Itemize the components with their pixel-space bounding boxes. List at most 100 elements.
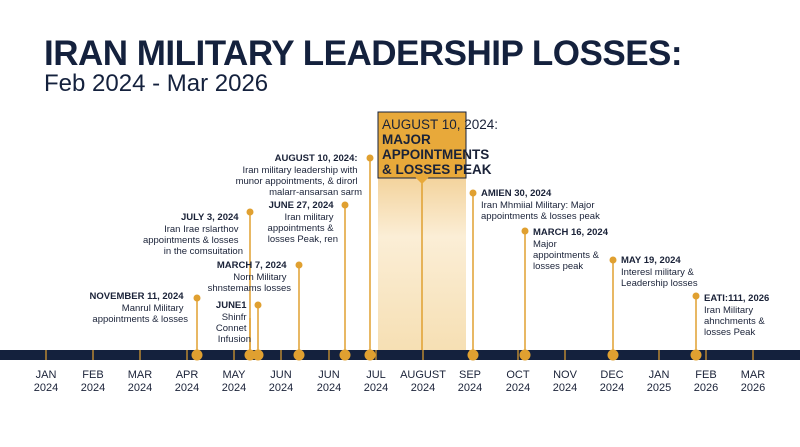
axis-month-label: FEB [695,369,716,381]
svg-text:JUNE1 Shinfr Conne: JUNE1 Shinfr Connet Infusion [216,295,251,345]
peak-callout-box [377,111,467,179]
axis-year-label: 2024 [34,382,58,394]
event-text: losses peak [533,261,583,272]
event-text: Norn Military [233,272,287,283]
event-date: JUNE1 [216,300,247,311]
event-text: Infusion [218,334,251,345]
axis-month-label: OCT [506,369,530,381]
event-text: Iran military [284,212,333,223]
axis-event-dot [191,349,203,361]
axis-month-label: FEB [82,369,103,381]
axis-month-label: MAY [222,369,246,381]
axis-year-label: 2025 [647,382,671,394]
event-text: Interesl military & [621,267,695,278]
axis-event-dot [339,349,351,361]
axis-year-label: 2024 [553,382,577,394]
event-text: Iran Irae rslarthov [164,224,239,235]
axis-month-label: MAR [128,369,153,381]
svg-text:EATI:111, 2026 Iran Mili: EATI:111, 2026 Iran Military ahnchments … [704,288,774,338]
axis-month-label: JAN [36,369,57,381]
event-text: Iran Mhmiial Military: Major [481,200,595,211]
axis-year-label: 2024 [364,382,388,394]
event-date: EATI:111, 2026 [704,293,769,304]
event-text: Major [533,239,557,250]
event-text: in the comsuitation [164,246,243,257]
axis-month-label: NOV [553,369,578,381]
axis-year-label: 2024 [175,382,199,394]
svg-text:AUGUST 10, 2024: Iran mi: AUGUST 10, 2024: Iran military leadershi… [236,148,363,198]
peak-callout-pointer [414,176,430,184]
event-marker: MARCH 16, 2024 Major appointments & loss… [521,227,609,352]
event-text: munor appointments, & dirorl [236,176,358,187]
peak-callout-text: AUGUST 10, 2024: MAJOR APPOINTMENTS & LO… [382,116,503,177]
event-date: AUGUST 10, 2024: [275,153,358,164]
axis-dots [191,349,702,361]
event-text: losses Peak, ren [268,234,338,245]
axis-year-label: 2024 [81,382,105,394]
event-text: Leadership losses [621,278,698,289]
axis-year-label: 2024 [411,382,435,394]
event-text: Shinfr [222,312,247,323]
event-date: MAY 19, 2024 [621,255,681,266]
axis-month-label: DEC [600,369,623,381]
svg-text:MAY 19, 2024 Interesl mi: MAY 19, 2024 Interesl military & Leaders… [621,250,698,289]
axis-month-label: SEP [459,369,481,381]
event-text: appointments & [268,223,335,234]
event-text: shnstemams losses [208,283,292,294]
axis-year-label: 2024 [222,382,246,394]
axis-event-dot [607,349,619,361]
event-marker: MAY 19, 2024 Interesl military & Leaders… [609,250,698,352]
svg-text:AMIEN 30, 2024 Iran Mhmi: AMIEN 30, 2024 Iran Mhmiial Military: Ma… [481,183,600,222]
event-date: MARCH 16, 2024 [533,227,609,238]
axis-year-label: 2026 [741,382,765,394]
event-marker: EATI:111, 2026 Iran Military ahnchments … [692,288,774,352]
axis-month-label: APR [176,369,199,381]
event-text: malarr-ansarsan sarm [269,187,362,198]
event-date: JULY 3, 2024 [181,212,239,223]
event-text: appointments & losses [92,314,188,325]
svg-text:JUNE 27, 2024 Iran milit: JUNE 27, 2024 Iran military appointments… [268,195,338,245]
event-text: appointments & losses [143,235,239,246]
callout-line: AUGUST 10, 2024: [382,117,498,132]
svg-text:NOVEMBER 11, 2024 Manrul: NOVEMBER 11, 2024 Manrul Military appoin… [90,286,189,325]
event-text: Connet [216,323,247,334]
axis-year-label: 2024 [317,382,341,394]
event-text: Iran military leadership with [242,165,357,176]
event-text: losses Peak [704,327,755,338]
timeline-axis [0,350,800,360]
event-marker: AMIEN 30, 2024 Iran Mhmiial Military: Ma… [469,183,600,352]
callout-line: & LOSSES PEAK [382,162,492,177]
event-marker: JUNE 27, 2024 Iran military appointments… [268,195,349,352]
axis-event-dot [252,349,264,361]
event-date: NOVEMBER 11, 2024 [90,291,185,302]
event-text: ahnchments & [704,316,765,327]
axis-event-dot [467,349,479,361]
event-marker: NOVEMBER 11, 2024 Manrul Military appoin… [90,286,201,352]
axis-event-dot [244,349,256,361]
axis-year-label: 2024 [600,382,624,394]
event-text: Iran Military [704,305,753,316]
event-text: Manrul Military [122,303,184,314]
event-text: appointments & [533,250,600,261]
axis-month-label: AUGUST [400,369,446,381]
axis-year-label: 2024 [128,382,152,394]
svg-text:MARCH 7, 2024 Norn Milit: MARCH 7, 2024 Norn Military shnstemams l… [208,255,292,294]
callout-line: APPOINTMENTS [382,147,489,162]
event-date: MARCH 7, 2024 [217,260,287,271]
axis-month-label: MAR [741,369,766,381]
event-marker: AUGUST 10, 2024: Iran military leadershi… [236,148,374,352]
event-date: AMIEN 30, 2024 [481,188,552,199]
callout-line: MAJOR [382,132,431,147]
svg-text:JULY 3, 2024 Iran Irae r: JULY 3, 2024 Iran Irae rslarthov appoint… [143,207,243,257]
axis-year-label: 2024 [506,382,530,394]
axis-event-dot [364,349,376,361]
page-subtitle: Feb 2024 - Mar 2026 [44,70,269,97]
event-marker: JUNE1 Shinfr Connet Infusion [216,295,262,352]
event-date: JUNE 27, 2024 [269,200,335,211]
axis-ticks: JAN2024FEB2024MAR2024APR2024MAY2024JUN20… [34,350,766,394]
axis-year-label: 2024 [458,382,482,394]
axis-event-dot [519,349,531,361]
axis-event-dot [690,349,702,361]
axis-month-label: JUN [270,369,291,381]
